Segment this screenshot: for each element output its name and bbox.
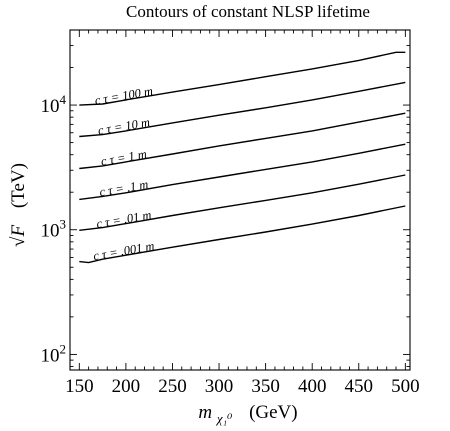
contour-label-3: c τ = .1 m bbox=[98, 177, 149, 199]
y-tick-label: 103 bbox=[41, 217, 67, 242]
x-tick-label: 450 bbox=[345, 376, 374, 397]
x-tick-label: 350 bbox=[251, 376, 280, 397]
x-tick-label: 300 bbox=[205, 376, 234, 397]
contour-line-0 bbox=[79, 51, 406, 106]
y-axis-symbol: √F bbox=[8, 225, 29, 247]
contour-label-2: c τ = 1 m bbox=[100, 147, 148, 169]
x-tick-label: 250 bbox=[158, 376, 187, 397]
chart-title: Contours of constant NLSP lifetime bbox=[126, 2, 370, 21]
contour-label-1: c τ = 10 m bbox=[97, 115, 151, 137]
plot-frame bbox=[69, 29, 411, 371]
x-axis-label: m χ₁⁰ (GeV) bbox=[198, 402, 297, 428]
x-tick-label: 150 bbox=[65, 376, 94, 397]
contour-labels: c τ = 100 m c τ = 10 m c τ = 1 m c τ = .1 m… bbox=[92, 84, 155, 263]
contour-lines bbox=[79, 51, 406, 264]
contour-line-5 bbox=[79, 205, 406, 264]
contour-line-4 bbox=[79, 174, 406, 231]
x-tick-label: 200 bbox=[112, 376, 141, 397]
contour-label-5: c τ = .001 m bbox=[92, 239, 155, 263]
contour-line-3 bbox=[79, 143, 406, 201]
axis-ticks bbox=[70, 29, 410, 370]
y-tick-label: 104 bbox=[41, 92, 67, 117]
y-axis-unit: (TeV) bbox=[8, 163, 29, 208]
y-tick-label: 102 bbox=[41, 341, 67, 366]
x-tick-label: 400 bbox=[298, 376, 327, 397]
contour-line-1 bbox=[79, 81, 406, 138]
x-axis-subscript: χ₁⁰ bbox=[215, 411, 233, 426]
tick-labels: 150 200 250 300 350 400 450 500 102 103 104 bbox=[41, 92, 420, 397]
x-axis-unit: (GeV) bbox=[249, 402, 298, 423]
contour-line-2 bbox=[79, 112, 406, 170]
svg-text:√F (TeV): √F (TeV) bbox=[8, 163, 29, 247]
y-axis-label: √F (TeV) bbox=[8, 163, 29, 247]
contour-label-4: c τ = .01 m bbox=[95, 208, 152, 231]
contour-label-0: c τ = 100 m bbox=[94, 84, 154, 108]
x-axis-symbol: m bbox=[198, 402, 212, 423]
x-tick-label: 500 bbox=[391, 376, 420, 397]
